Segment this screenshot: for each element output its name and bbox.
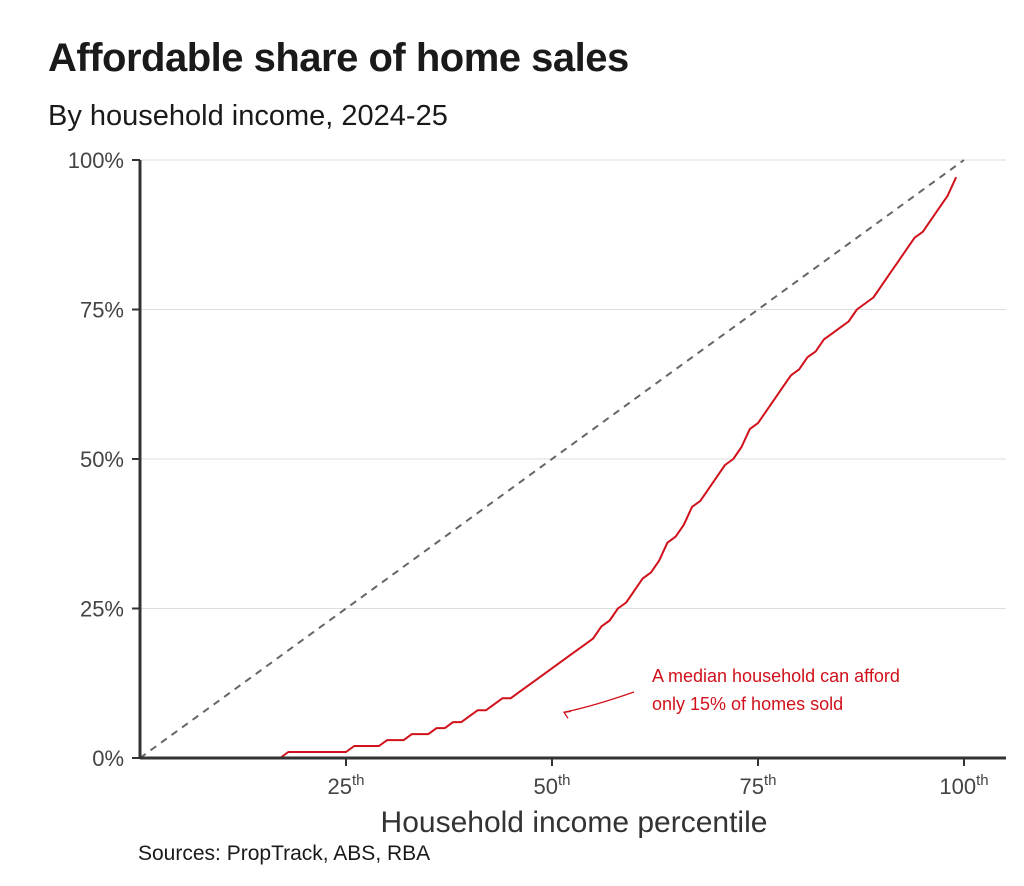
annotation-arrow-0 bbox=[563, 691, 635, 713]
y-tick-labels: 0% 25% 50% 75% 100% bbox=[68, 148, 124, 771]
y-tick-label-75: 75% bbox=[80, 298, 124, 323]
x-tick-label-25: 25th bbox=[328, 772, 365, 799]
y-tick-label-0: 0% bbox=[92, 746, 124, 771]
gridlines bbox=[132, 159, 1006, 766]
axes bbox=[138, 160, 1006, 760]
chart-title: Affordable share of home sales bbox=[48, 36, 629, 80]
x-axis-label: Household income percentile bbox=[381, 806, 768, 839]
y-tick-label-25: 25% bbox=[80, 597, 124, 622]
y-tick-label-100: 100% bbox=[68, 148, 124, 173]
y-tick-label-50: 50% bbox=[80, 447, 124, 472]
x-tick-label-75: 75th bbox=[740, 772, 777, 799]
x-tick-label-50: 50th bbox=[534, 772, 571, 799]
annotation-text-0: A median household can afford only 15% of… bbox=[652, 666, 900, 714]
annotation-arrowhead-0 bbox=[562, 710, 572, 719]
reference-line bbox=[139, 159, 965, 759]
x-tick-label-100: 100th bbox=[939, 772, 988, 799]
chart-subtitle: By household income, 2024-25 bbox=[48, 100, 448, 132]
annotations: A median household can afford only 15% of… bbox=[562, 666, 900, 719]
series-lines bbox=[139, 159, 965, 759]
x-tick-labels: 25th 50th 75th 100th bbox=[328, 772, 989, 799]
source-note: Sources: PropTrack, ABS, RBA bbox=[138, 842, 431, 865]
series-line bbox=[279, 176, 957, 759]
